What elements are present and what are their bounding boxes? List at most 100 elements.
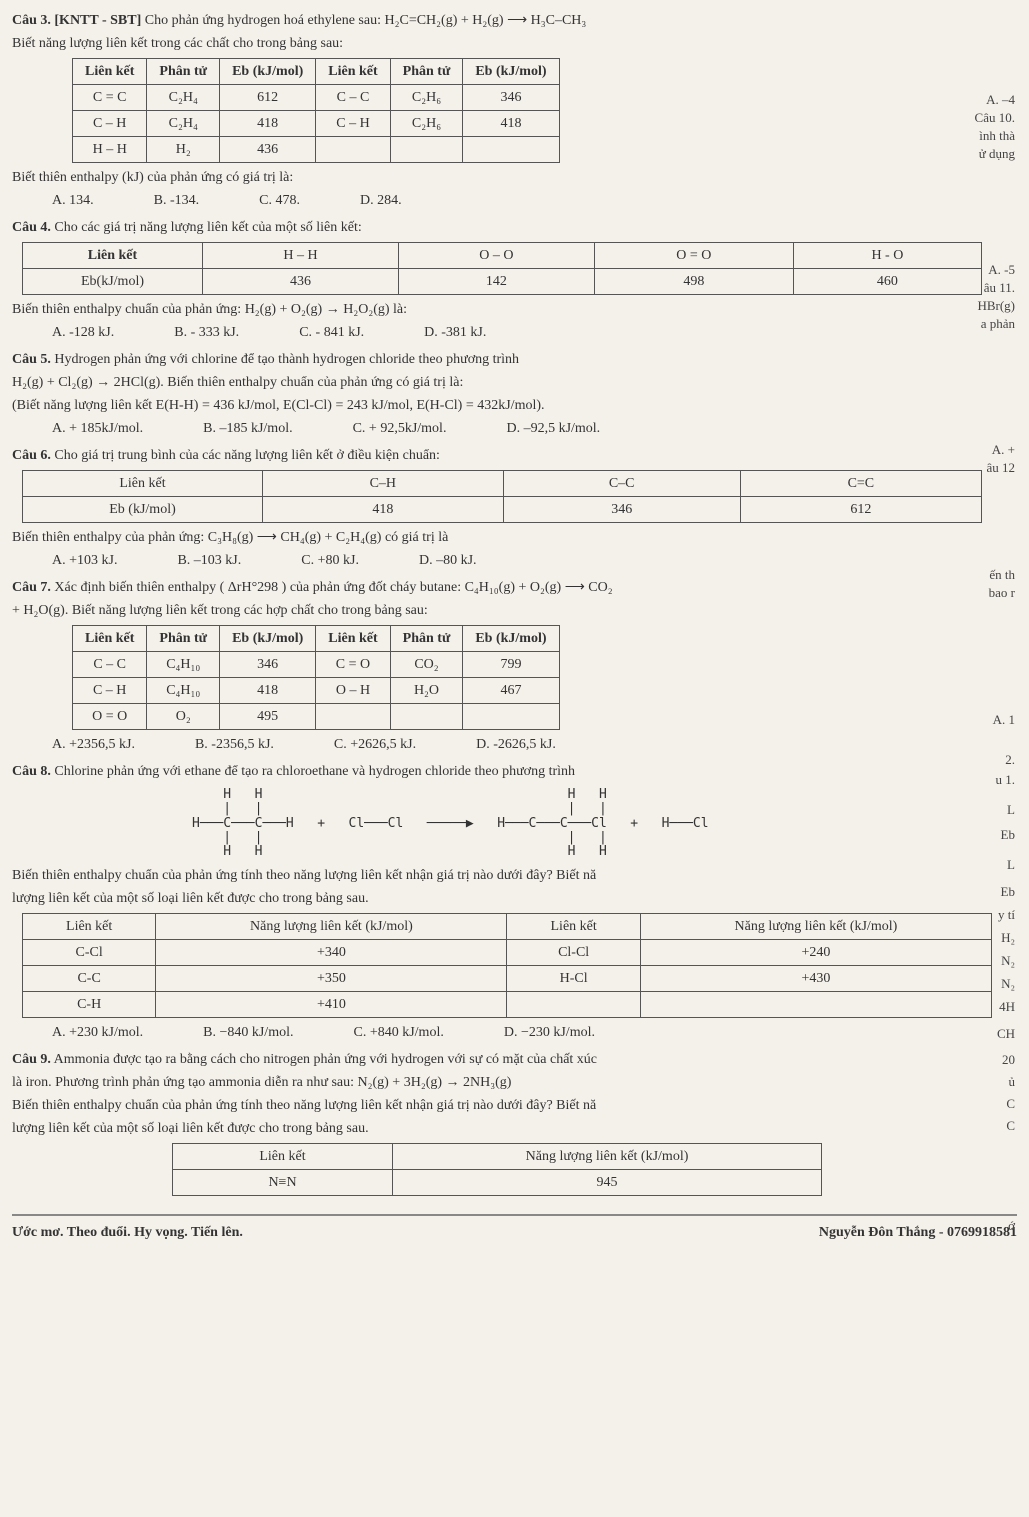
table-cell: 346: [463, 85, 559, 111]
table-cell: [463, 137, 559, 163]
q8-side2: 2.: [1005, 750, 1015, 770]
q5-line3: (Biết năng lượng liên kết E(H-H) = 436 k…: [12, 395, 1017, 416]
opt-c: C. +80 kJ.: [301, 550, 359, 571]
q3-side2: ình thà: [979, 126, 1015, 146]
table-cell: H₂: [147, 137, 220, 163]
q3-line3: Biết thiên enthalpy (kJ) của phản ứng có…: [12, 167, 1017, 188]
table-cell: 418: [463, 111, 559, 137]
table-header: Phân tử: [390, 626, 463, 652]
table-cell: 467: [463, 678, 559, 704]
q9-text: Ammonia được tạo ra bằng cách cho nitrog…: [54, 1052, 597, 1067]
q3-block: Câu 3. [KNTT - SBT] Cho phản ứng hydroge…: [12, 10, 1017, 31]
table-cell: Liên kết: [23, 914, 156, 940]
q5-options: A. + 185kJ/mol. B. –185 kJ/mol. C. + 92,…: [52, 418, 1017, 439]
table-cell: 945: [393, 1170, 822, 1196]
table-cell: 418: [220, 111, 316, 137]
table-cell: O₂: [147, 704, 220, 730]
opt-d: D. 284.: [360, 190, 402, 211]
table-cell: Năng lượng liên kết (kJ/mol): [640, 914, 991, 940]
q6-title: Câu 6.: [12, 448, 51, 463]
q6-block: Câu 6. Cho giá trị trung bình của các nă…: [12, 445, 1017, 466]
q5-line2: H₂(g) + Cl₂(g) → 2HCl(g). Biến thiên ent…: [12, 372, 1017, 393]
q4-side2: HBr(g): [977, 296, 1015, 316]
q7-block: Câu 7. Xác định biến thiên enthalpy ( Δr…: [12, 577, 1017, 598]
table-cell: [640, 992, 991, 1018]
opt-b: B. -2356,5 kJ.: [195, 734, 274, 755]
q7-text: Xác định biến thiên enthalpy ( ΔrH°298 )…: [54, 580, 612, 595]
q8-sideE1: Eb: [1001, 825, 1015, 845]
table-cell: 436: [203, 269, 399, 295]
q9-line2: là iron. Phương trình phản ứng tạo ammon…: [12, 1072, 1017, 1093]
table-header: Phân tử: [147, 626, 220, 652]
q8-block: Câu 8. Chlorine phản ứng với ethane để t…: [12, 761, 1017, 782]
opt-a: A. +103 kJ.: [52, 550, 117, 571]
q4-side3: a phản: [981, 314, 1015, 334]
q3-sideA: A. –4: [986, 90, 1015, 110]
q6-options: A. +103 kJ. B. –103 kJ. C. +80 kJ. D. –8…: [52, 550, 1017, 571]
opt-b: B. -134.: [154, 190, 200, 211]
q8-sideN21: N₂: [1001, 951, 1015, 971]
opt-a: A. 134.: [52, 190, 94, 211]
table-cell: +350: [156, 966, 507, 992]
q9-block: Câu 9. Ammonia được tạo ra bằng cách cho…: [12, 1049, 1017, 1070]
q3-text: Cho phản ứng hydrogen hoá ethylene sau: …: [145, 13, 587, 28]
table-cell: O – H: [316, 678, 390, 704]
table-cell: +410: [156, 992, 507, 1018]
table-cell: [463, 704, 559, 730]
table-header: Liên kết: [316, 59, 390, 85]
table-cell: [390, 137, 463, 163]
table-cell: 418: [220, 678, 316, 704]
q5-title: Câu 5.: [12, 352, 51, 367]
q7-side1: ến th: [989, 565, 1015, 585]
opt-d: D. –92,5 kJ/mol.: [506, 418, 600, 439]
page-footer: Ước mơ. Theo đuổi. Hy vọng. Tiến lên. Ng…: [12, 1214, 1017, 1243]
table-cell: Liên kết: [507, 914, 640, 940]
table-cell: Eb (kJ/mol): [23, 497, 263, 523]
q8-sideE2: Eb: [1001, 882, 1015, 902]
table-cell: C = C: [73, 85, 147, 111]
table-header: Eb (kJ/mol): [463, 59, 559, 85]
q4-side1: âu 11.: [984, 278, 1015, 298]
opt-b: B. −840 kJ/mol.: [203, 1022, 293, 1043]
opt-d: D. -381 kJ.: [424, 322, 486, 343]
table-cell: C – C: [73, 652, 147, 678]
table-cell: C–H: [263, 471, 504, 497]
table-cell: 346: [503, 497, 740, 523]
opt-a: A. +2356,5 kJ.: [52, 734, 135, 755]
table-cell: N≡N: [173, 1170, 393, 1196]
q9-side20: 20: [1002, 1050, 1015, 1070]
q4-title: Câu 4.: [12, 220, 51, 235]
table-cell: C-H: [23, 992, 156, 1018]
table-cell: 799: [463, 652, 559, 678]
q8-diagram: H H H H | | | | H───C───C───H + Cl───Cl …: [192, 788, 1017, 859]
q3-line2: Biết năng lượng liên kết trong các chất …: [12, 33, 1017, 54]
table-cell: C – H: [316, 111, 390, 137]
q4-table: Liên kết H – H O – O O = O H - O Eb(kJ/m…: [22, 242, 982, 295]
opt-c: C. 478.: [259, 190, 300, 211]
q9-sideu: ủ: [1009, 1072, 1016, 1092]
opt-b: B. - 333 kJ.: [174, 322, 239, 343]
table-cell: C – H: [73, 111, 147, 137]
q4-sideA: A. -5: [988, 260, 1015, 280]
table-header: Eb (kJ/mol): [463, 626, 559, 652]
table-header: Eb (kJ/mol): [220, 59, 316, 85]
table-header: Liên kết: [316, 626, 390, 652]
opt-c: C. - 841 kJ.: [299, 322, 364, 343]
table-cell: 498: [594, 269, 793, 295]
q7-side2: bao r: [989, 583, 1015, 603]
table-cell: H – H: [73, 137, 147, 163]
table-cell: Cl-Cl: [507, 940, 640, 966]
q9-title: Câu 9.: [12, 1052, 51, 1067]
q8-sideu: u 1.: [996, 770, 1016, 790]
table-header: Liên kết: [73, 59, 147, 85]
q3-side1: Câu 10.: [975, 108, 1015, 128]
q3-table: Liên kết Phân tử Eb (kJ/mol) Liên kết Ph…: [72, 58, 560, 163]
q6-side1: âu 12: [986, 458, 1015, 478]
q5-block: Câu 5. Hydrogen phản ứng với chlorine để…: [12, 349, 1017, 370]
q9-line4: lượng liên kết của một số loại liên kết …: [12, 1118, 1017, 1139]
q7-line2: + H₂O(g). Biết năng lượng liên kết trong…: [12, 600, 1017, 621]
q4-block: Câu 4. Cho các giá trị năng lượng liên k…: [12, 217, 1017, 238]
q6-line2: Biến thiên enthalpy của phản ứng: C₃H₈(g…: [12, 527, 1017, 548]
table-header: Eb (kJ/mol): [220, 626, 316, 652]
q3-options: A. 134. B. -134. C. 478. D. 284.: [52, 190, 1017, 211]
